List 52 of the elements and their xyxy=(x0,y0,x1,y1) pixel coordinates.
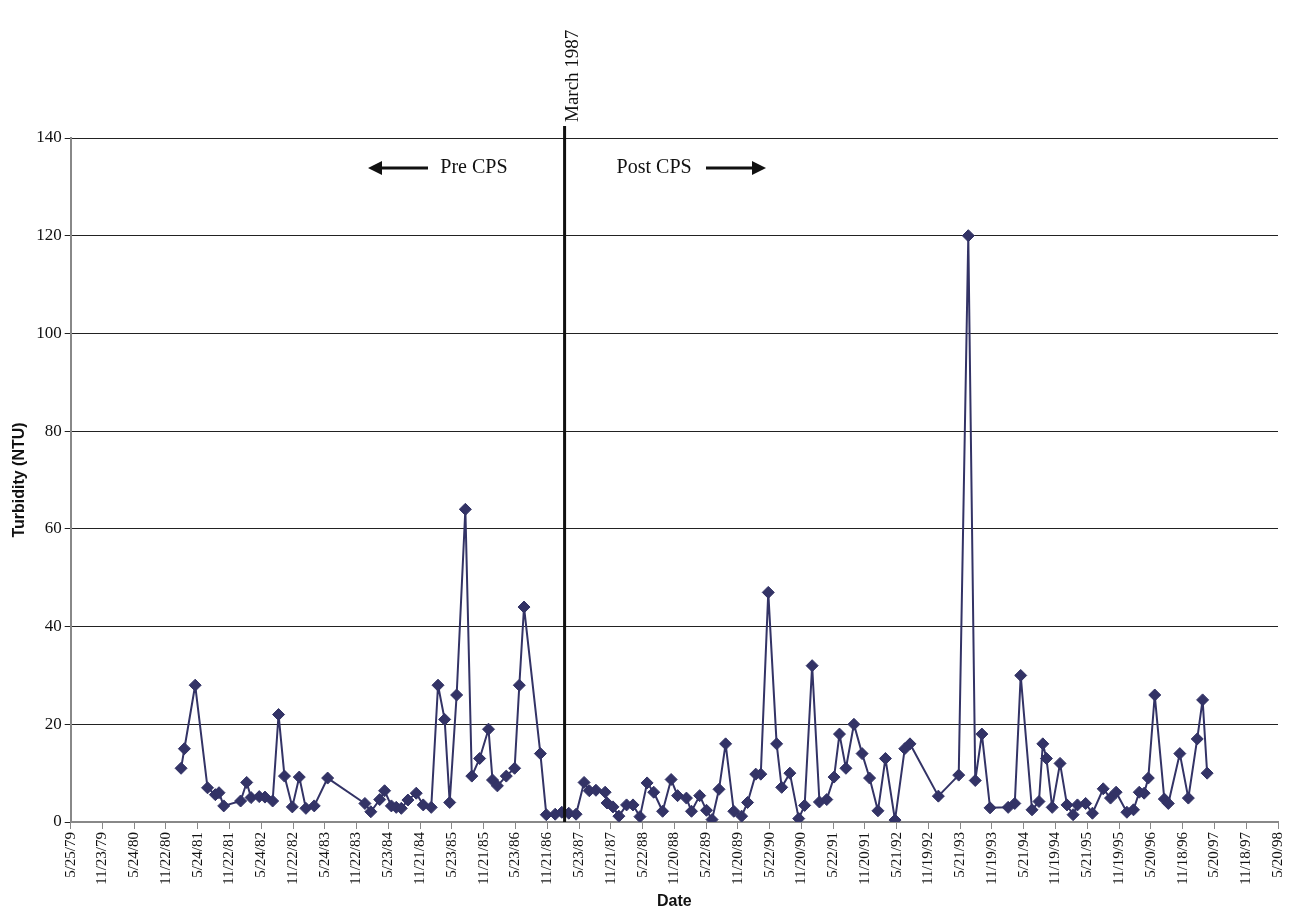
x-tick-label: 11/22/80 xyxy=(156,832,173,885)
x-tick-label: 5/25/79 xyxy=(61,832,78,878)
x-tick-label: 5/24/83 xyxy=(315,832,332,878)
x-tick-label: 11/20/90 xyxy=(792,832,809,885)
x-tick-label: 11/18/97 xyxy=(1237,831,1254,885)
y-tick-label: 120 xyxy=(36,225,62,245)
x-tick-label: 11/23/79 xyxy=(93,832,110,885)
x-tick-label: 11/20/91 xyxy=(855,832,872,885)
x-tick-label: 11/22/83 xyxy=(347,832,364,885)
x-tick-label: 11/22/81 xyxy=(220,832,237,885)
y-tick-label: 80 xyxy=(44,420,62,440)
y-tick-label: 100 xyxy=(36,322,62,342)
x-tick-label: 5/24/80 xyxy=(125,832,142,878)
x-tick-label: 11/19/92 xyxy=(919,832,936,885)
ref-line-label: March 1987 xyxy=(560,29,582,122)
x-tick-label: 5/23/84 xyxy=(379,831,396,878)
x-tick-label: 11/20/89 xyxy=(728,832,745,885)
x-tick-label: 5/23/86 xyxy=(506,831,523,878)
x-tick-label: 5/23/87 xyxy=(569,831,586,878)
x-tick-label: 5/22/89 xyxy=(697,832,714,878)
x-tick-label: 11/21/84 xyxy=(411,831,428,885)
x-tick-label: 5/21/93 xyxy=(951,832,968,878)
x-tick-label: 5/20/96 xyxy=(1141,831,1158,878)
x-tick-label: 11/21/87 xyxy=(601,831,618,885)
x-tick-label: 5/22/90 xyxy=(760,832,777,878)
x-tick-label: 11/22/82 xyxy=(283,832,300,885)
x-tick-label: 5/22/91 xyxy=(824,832,841,878)
x-tick-label: 11/20/88 xyxy=(665,832,682,885)
y-tick-label: 0 xyxy=(53,811,62,831)
y-tick-label: 20 xyxy=(44,713,62,733)
x-tick-label: 11/19/93 xyxy=(982,832,999,885)
annotation: Post CPS xyxy=(616,155,692,178)
x-tick-label: 5/24/82 xyxy=(252,832,269,878)
x-tick-label: 5/24/81 xyxy=(188,832,205,878)
x-tick-label: 11/19/94 xyxy=(1046,831,1063,885)
y-tick-label: 60 xyxy=(44,518,62,538)
y-tick-label: 40 xyxy=(44,616,62,636)
x-tick-label: 5/21/95 xyxy=(1078,832,1095,878)
x-tick-label: 11/21/85 xyxy=(474,832,491,885)
x-tick-label: 5/21/92 xyxy=(887,832,904,878)
x-tick-label: 5/20/97 xyxy=(1205,831,1222,878)
x-tick-label: 5/20/98 xyxy=(1268,832,1285,878)
x-tick-label: 5/23/85 xyxy=(442,832,459,878)
y-axis-title: Turbidity (NTU) xyxy=(10,422,28,538)
x-tick-label: 5/21/94 xyxy=(1014,831,1031,878)
x-tick-label: 5/22/88 xyxy=(633,832,650,878)
x-axis-title: Date xyxy=(657,891,692,909)
annotation: Pre CPS xyxy=(440,155,508,178)
x-tick-label: 11/19/95 xyxy=(1110,832,1126,885)
y-tick-label: 140 xyxy=(36,127,62,147)
x-tick-label: 11/18/96 xyxy=(1173,831,1190,885)
x-tick-label: 11/21/86 xyxy=(538,831,555,885)
